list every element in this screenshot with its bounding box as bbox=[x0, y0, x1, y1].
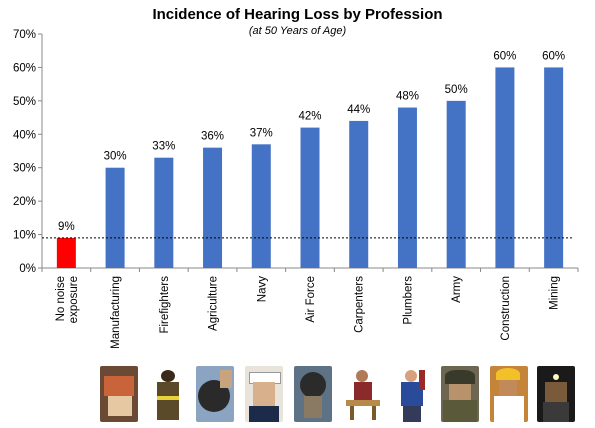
category-label: Construction bbox=[500, 276, 512, 341]
category-label: Plumbers bbox=[402, 276, 414, 325]
bar-value-label: 9% bbox=[58, 221, 75, 233]
bar bbox=[251, 144, 271, 268]
bar bbox=[397, 107, 417, 269]
category-label: Navy bbox=[256, 276, 268, 302]
bar bbox=[203, 147, 223, 268]
bar-value-label: 37% bbox=[250, 127, 273, 139]
category-label: No noiseexposure bbox=[55, 276, 80, 323]
bar bbox=[544, 67, 564, 268]
bar bbox=[154, 157, 174, 268]
photo-air-force bbox=[294, 366, 332, 422]
bar-value-label: 50% bbox=[445, 84, 468, 96]
y-tick-label: 30% bbox=[13, 163, 36, 175]
bar bbox=[300, 127, 320, 268]
y-tick-label: 20% bbox=[13, 196, 36, 208]
photo-manufacturing bbox=[100, 366, 138, 422]
y-tick-label: 40% bbox=[13, 129, 36, 141]
bar bbox=[495, 67, 515, 268]
category-label: Firefighters bbox=[159, 276, 171, 334]
category-label: Manufacturing bbox=[110, 276, 122, 349]
photo-firefighters bbox=[149, 366, 187, 422]
bar-value-label: 48% bbox=[396, 91, 419, 103]
photo-navy bbox=[245, 366, 283, 422]
y-tick-label: 70% bbox=[13, 29, 36, 41]
bar-value-label: 33% bbox=[152, 141, 175, 153]
photo-mining bbox=[537, 366, 575, 422]
bar bbox=[446, 100, 466, 268]
bar-value-label: 30% bbox=[104, 151, 127, 163]
y-tick-label: 60% bbox=[13, 62, 36, 74]
bar-value-label: 60% bbox=[542, 50, 565, 62]
photo-construction bbox=[490, 366, 528, 422]
category-label: Army bbox=[451, 276, 463, 303]
photo-army bbox=[441, 366, 479, 422]
photo-agriculture bbox=[196, 366, 234, 422]
y-tick-label: 50% bbox=[13, 96, 36, 108]
category-label: Air Force bbox=[305, 276, 317, 323]
category-label: Agriculture bbox=[208, 276, 220, 331]
bar bbox=[105, 167, 125, 268]
chart-subtitle: (at 50 Years of Age) bbox=[248, 25, 347, 37]
y-tick-label: 10% bbox=[13, 230, 36, 242]
bar-value-label: 60% bbox=[493, 50, 516, 62]
category-label: Mining bbox=[549, 276, 561, 310]
bar bbox=[349, 120, 369, 269]
bar-value-label: 44% bbox=[347, 104, 370, 116]
category-label: Carpenters bbox=[354, 276, 366, 333]
bar-value-label: 36% bbox=[201, 131, 224, 143]
photo-plumbers bbox=[393, 366, 431, 422]
bar-value-label: 42% bbox=[298, 111, 321, 123]
y-tick-label: 0% bbox=[19, 263, 36, 275]
chart-title: Incidence of Hearing Loss by Profession bbox=[152, 6, 443, 23]
photo-carpenters bbox=[344, 366, 382, 422]
bar bbox=[56, 237, 76, 268]
